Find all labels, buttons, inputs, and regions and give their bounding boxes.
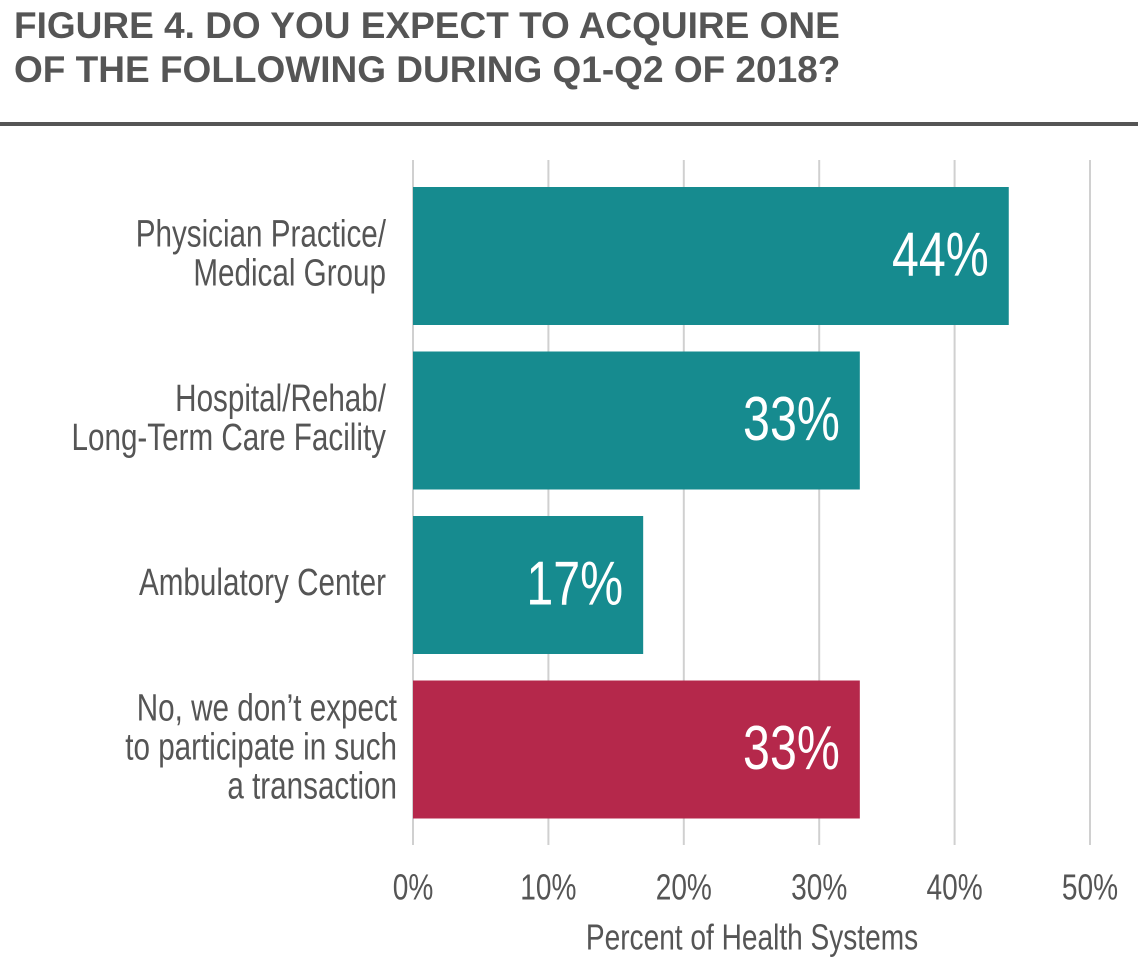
x-tick-label: 40%: [927, 867, 983, 907]
y-tick-label: No, we don’t expect: [137, 687, 398, 729]
x-tick-label: 20%: [656, 867, 712, 907]
y-tick-label: Physician Practice/: [136, 213, 387, 255]
value-label: 33%: [743, 713, 840, 782]
y-tick-label: Hospital/Rehab/: [175, 378, 386, 420]
bar: [413, 680, 860, 819]
bar: [413, 351, 860, 490]
y-tick-label: to participate in such: [125, 726, 397, 768]
value-label: 44%: [892, 220, 989, 289]
y-tick-label: Long-Term Care Facility: [72, 417, 386, 459]
y-tick-label: Ambulatory Center: [139, 562, 386, 604]
value-label: 17%: [526, 549, 623, 618]
x-axis-label: Percent of Health Systems: [586, 917, 918, 957]
bar: [413, 516, 644, 654]
x-tick-label: 50%: [1062, 867, 1118, 907]
y-tick-label: a transaction: [227, 765, 397, 807]
value-label: 33%: [743, 384, 840, 453]
x-tick-label: 10%: [520, 867, 576, 907]
y-tick-label: Medical Group: [193, 252, 386, 294]
chart-title: FIGURE 4. DO YOU EXPECT TO ACQUIRE ONE: [14, 5, 840, 46]
bar: [413, 187, 1009, 325]
chart-title: OF THE FOLLOWING DURING Q1-Q2 OF 2018?: [14, 49, 840, 90]
x-tick-label: 0%: [393, 867, 434, 907]
x-tick-label: 30%: [791, 867, 847, 907]
